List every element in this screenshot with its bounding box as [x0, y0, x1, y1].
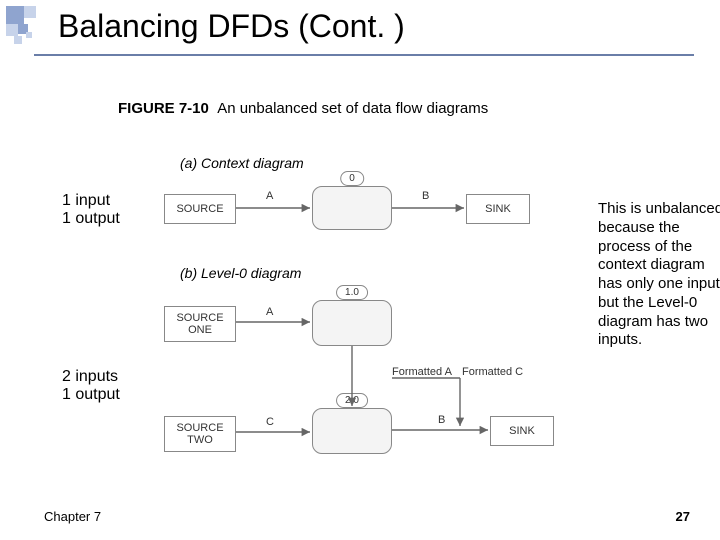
source-two-box: SOURCE TWO	[164, 416, 236, 452]
process-2-num: 2.0	[336, 393, 368, 408]
page-title: Balancing DFDs (Cont. )	[58, 8, 405, 45]
diagram-b-counts: 2 inputs 1 output	[62, 368, 120, 404]
diagram-b-caption: (b) Level-0 diagram	[180, 265, 301, 281]
process-0-num: 0	[340, 171, 364, 186]
flow-B-label: B	[422, 190, 429, 202]
footer-chapter: Chapter 7	[44, 509, 101, 524]
sink-box-b: SINK	[490, 416, 554, 446]
figure-caption-text: An unbalanced set of data flow diagrams	[217, 100, 488, 117]
flow-FA-label: Formatted A	[392, 366, 452, 378]
title-underline	[34, 54, 694, 56]
context-diagram: SOURCE 0 SINK A B	[160, 172, 540, 242]
diagram-a-counts: 1 input 1 output	[62, 192, 120, 228]
process-2-box: 2.0	[312, 408, 392, 454]
footer-page-number: 27	[676, 509, 690, 524]
explanation-text: This is unbalanced because the process o…	[598, 200, 720, 350]
flow-FC-label: Formatted C	[462, 366, 523, 378]
figure-caption: FIGURE 7-10 An unbalanced set of data fl…	[118, 100, 488, 117]
flow-A-label: A	[266, 190, 273, 202]
figure-number: FIGURE 7-10	[118, 100, 209, 117]
flow-B2-label: B	[438, 414, 445, 426]
process-1-num: 1.0	[336, 285, 368, 300]
flow-C-label: C	[266, 416, 274, 428]
sink-box: SINK	[466, 194, 530, 224]
flow-A2-label: A	[266, 306, 273, 318]
source-box: SOURCE	[164, 194, 236, 224]
process-1-box: 1.0	[312, 300, 392, 346]
source-one-box: SOURCE ONE	[164, 306, 236, 342]
diagram-a-caption: (a) Context diagram	[180, 155, 304, 171]
process-0-box: 0	[312, 186, 392, 230]
level0-diagram: SOURCE ONE SOURCE TWO 1.0 2.0 SINK A C F…	[160, 288, 560, 458]
decor-squares	[6, 6, 56, 56]
